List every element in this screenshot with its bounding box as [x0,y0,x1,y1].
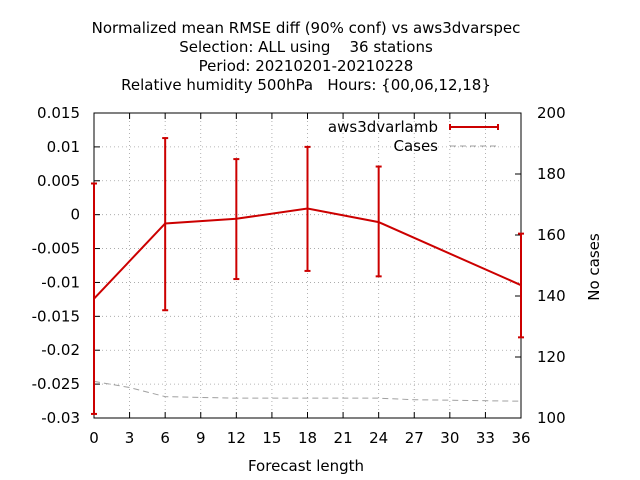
legend-label-cases: Cases [393,137,438,155]
x-tick-label: 18 [298,429,317,447]
axes: 0 3 6 9 12 15 18 21 24 27 30 33 36-0.03-0.025-0.02-0… [32,104,566,447]
y-tick-label: 0 [70,206,80,224]
x-tick-label: 0 [89,429,99,447]
y-tick-label: -0.005 [32,240,80,258]
x-tick-label: 21 [334,429,353,447]
title-line-1: Normalized mean RMSE diff (90% conf) vs … [92,19,521,37]
y-tick-label: -0.01 [41,273,80,291]
title-line-4: Relative humidity 500hPa Hours: {00,06,1… [121,76,491,94]
y-tick-label: -0.03 [41,409,80,427]
x-tick-label: 30 [440,429,459,447]
aws3dvarlamb-line [93,207,522,300]
x-tick-label: 3 [125,429,135,447]
y2-tick-label: 180 [537,165,566,183]
x-tick-label: 24 [369,429,388,447]
y-tick-label: 0.01 [47,138,80,156]
title-line-2: Selection: ALL using 36 stations [179,38,433,56]
chart-title: Normalized mean RMSE diff (90% conf) vs … [92,19,521,94]
title-line-3: Period: 20210201-20210228 [199,57,414,75]
x-tick-label: 27 [405,429,424,447]
x-tick-label: 6 [160,429,170,447]
error-bar [375,165,382,278]
y2-tick-label: 120 [537,348,566,366]
y-tick-label: -0.015 [32,307,80,325]
x-tick-label: 15 [262,429,281,447]
error-bar [162,137,169,312]
error-bar [518,232,524,339]
error-bar [233,158,240,281]
y2-tick-label: 200 [537,104,566,122]
y2-tick-label: 140 [537,287,566,305]
x-tick-label: 36 [511,429,530,447]
x-tick-label: 33 [476,429,495,447]
y-tick-label: 0.005 [37,172,80,190]
series [91,137,524,415]
x-axis-label: Forecast length [248,457,364,475]
x-tick-label: 9 [196,429,206,447]
y2-tick-label: 160 [537,226,566,244]
y-tick-label: -0.02 [41,341,80,359]
cases-line [93,380,522,402]
error-bar [91,182,97,415]
error-bar [304,145,311,272]
y2-axis-label: No cases [585,233,603,301]
x-tick-label: 12 [227,429,246,447]
y-tick-label: 0.015 [37,104,80,122]
legend-label-aws3dvarlamb: aws3dvarlamb [328,118,438,136]
y-tick-label: -0.025 [32,375,80,393]
y2-tick-label: 100 [537,409,566,427]
